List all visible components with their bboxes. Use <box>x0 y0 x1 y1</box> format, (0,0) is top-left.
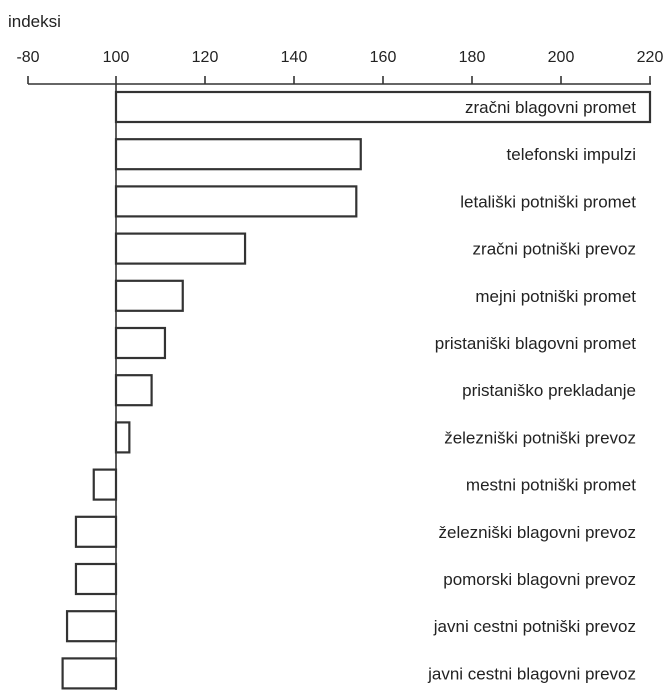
category-label: pomorski blagovni prevoz <box>443 570 636 589</box>
bar <box>114 138 362 171</box>
category-label: mejni potniški promet <box>475 287 636 306</box>
x-tick-label: 200 <box>548 49 575 66</box>
bar <box>61 657 118 690</box>
bar <box>65 610 118 643</box>
bar <box>114 232 247 265</box>
category-label: mestni potniški promet <box>466 476 636 495</box>
category-label: železniški potniški prevoz <box>444 428 636 447</box>
bar <box>114 421 131 454</box>
bars <box>61 90 652 690</box>
bar <box>74 515 118 548</box>
bar <box>114 90 652 124</box>
bar <box>74 562 118 596</box>
x-tick-label: 160 <box>370 49 397 66</box>
bar <box>114 279 184 312</box>
bar <box>114 326 167 360</box>
category-label: javni cestni blagovni prevoz <box>427 664 636 683</box>
category-label: javni cestni potniški prevoz <box>433 617 636 636</box>
category-label: železniški blagovni prevoz <box>439 523 637 542</box>
category-label: pristaniško prekladanje <box>462 381 636 400</box>
category-label: letališki potniški promet <box>460 192 636 211</box>
category-labels: zračni blagovni promet telefonski impulzi… <box>427 98 636 683</box>
bar <box>114 185 358 218</box>
bar <box>92 468 118 501</box>
category-label: telefonski impulzi <box>507 145 636 164</box>
category-label: zračni blagovni promet <box>465 98 636 117</box>
category-label: pristaniški blagovni promet <box>435 334 637 353</box>
x-tick-label: 120 <box>192 49 219 66</box>
category-label: zračni potniški prevoz <box>473 240 636 259</box>
x-tick-label: 140 <box>281 49 308 66</box>
x-axis-title: indeksi <box>8 12 61 31</box>
x-tick-label: 220 <box>637 49 664 66</box>
bar <box>114 374 153 407</box>
x-tick-label: -80 <box>16 49 39 66</box>
x-tick-label: 100 <box>103 49 130 66</box>
x-tick-label: 180 <box>459 49 486 66</box>
